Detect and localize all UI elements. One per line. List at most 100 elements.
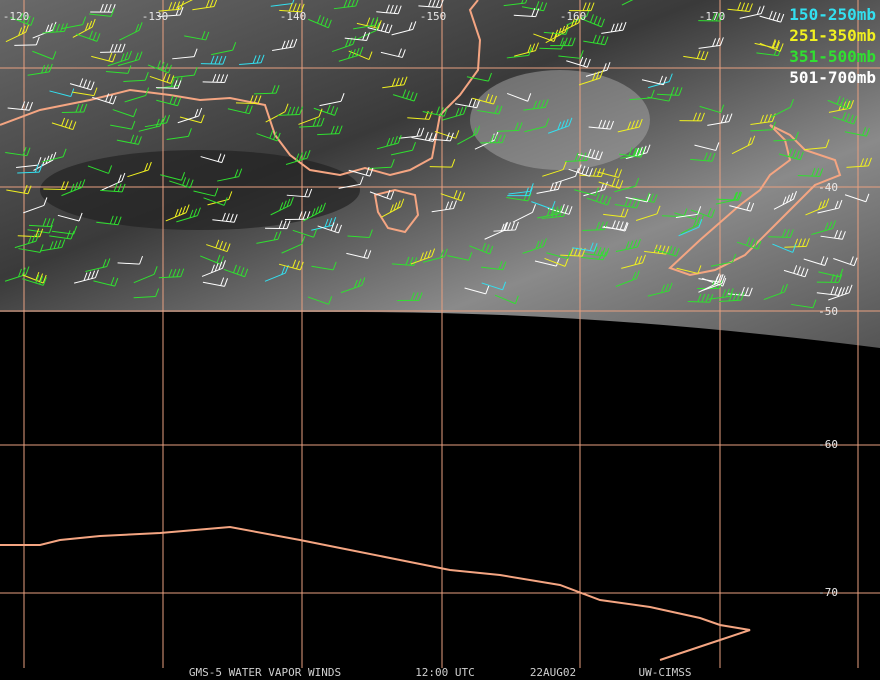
barb-feather bbox=[440, 249, 444, 258]
barb-feather bbox=[189, 209, 194, 219]
wind-barb bbox=[256, 231, 282, 244]
barb-feather bbox=[697, 293, 702, 302]
barb-shaft bbox=[18, 248, 41, 253]
wind-barb bbox=[635, 205, 661, 222]
barb-feather bbox=[226, 243, 231, 252]
barb-feather bbox=[39, 275, 44, 285]
barb-feather bbox=[514, 122, 519, 131]
barb-feather bbox=[615, 179, 620, 188]
barb-shaft bbox=[319, 100, 342, 107]
wind-barb bbox=[133, 266, 158, 284]
barb-feather bbox=[696, 50, 701, 59]
wind-barb bbox=[217, 168, 243, 182]
barb-feather bbox=[597, 247, 602, 256]
barb-feather bbox=[200, 114, 205, 123]
barb-feather bbox=[282, 220, 287, 229]
barb-shaft bbox=[429, 166, 452, 168]
barb-feather bbox=[792, 149, 797, 158]
barb-feather bbox=[634, 119, 639, 129]
barb-feather bbox=[173, 96, 178, 105]
barb-feather bbox=[489, 134, 494, 143]
barb-shaft bbox=[105, 70, 128, 74]
wind-barb bbox=[625, 144, 651, 160]
barb-shaft bbox=[22, 274, 44, 284]
barb-feather bbox=[591, 149, 596, 159]
barb-feather bbox=[56, 23, 61, 33]
wind-barb bbox=[353, 16, 379, 30]
barb-shaft bbox=[49, 90, 71, 98]
wind-barb bbox=[281, 235, 306, 254]
barb-feather bbox=[599, 194, 604, 203]
barb-feather bbox=[419, 252, 424, 261]
barb-feather bbox=[406, 90, 410, 99]
barb-feather bbox=[740, 286, 745, 296]
barb-feather bbox=[79, 103, 84, 113]
barb-feather bbox=[558, 205, 563, 214]
barb-shaft bbox=[694, 144, 716, 151]
wind-barb bbox=[778, 148, 804, 161]
barb-shaft bbox=[580, 18, 602, 28]
barb-feather bbox=[589, 168, 593, 177]
wind-barb bbox=[632, 192, 658, 203]
barb-feather bbox=[457, 191, 462, 200]
wind-barb bbox=[200, 55, 227, 65]
wind-barb bbox=[580, 14, 605, 28]
wind-barb bbox=[265, 103, 289, 123]
barb-feather bbox=[233, 214, 238, 223]
barb-feather bbox=[138, 22, 143, 31]
barb-feather bbox=[860, 158, 865, 167]
barb-feather bbox=[418, 292, 423, 301]
barb-feather bbox=[812, 299, 817, 308]
wind-barb bbox=[708, 288, 734, 300]
barb-feather bbox=[502, 281, 507, 290]
barb-feather bbox=[113, 183, 118, 192]
wind-barb bbox=[727, 2, 753, 13]
barb-feather bbox=[862, 127, 867, 136]
wind-barb bbox=[76, 30, 101, 42]
barb-feather bbox=[292, 0, 295, 4]
barb-feather bbox=[50, 218, 55, 227]
barb-feather bbox=[92, 31, 97, 41]
wind-barb bbox=[618, 147, 645, 158]
wind-barb bbox=[629, 89, 655, 101]
wind-barb bbox=[89, 8, 115, 17]
wind-barb bbox=[299, 117, 325, 128]
wind-barb bbox=[302, 202, 326, 222]
barb-feather bbox=[532, 100, 537, 110]
barb-feather bbox=[832, 220, 837, 229]
wind-barb bbox=[621, 254, 646, 269]
wind-barb bbox=[597, 168, 623, 178]
barb-feather bbox=[707, 208, 712, 217]
wind-barb bbox=[582, 221, 608, 232]
barb-feather bbox=[637, 238, 641, 248]
wind-barb bbox=[803, 256, 829, 266]
barb-feather bbox=[719, 37, 724, 46]
barb-feather bbox=[401, 49, 406, 58]
wind-barb bbox=[534, 257, 560, 267]
barb-feather bbox=[488, 72, 492, 82]
barb-feather bbox=[815, 168, 820, 177]
barb-feather bbox=[476, 125, 481, 135]
barb-shaft bbox=[827, 99, 849, 110]
barb-shaft bbox=[554, 175, 576, 184]
barb-feather bbox=[603, 195, 608, 204]
barb-feather bbox=[25, 101, 30, 111]
wind-barb bbox=[512, 204, 536, 223]
barb-feather bbox=[518, 122, 523, 131]
barb-feather bbox=[489, 94, 494, 104]
barb-feather bbox=[134, 135, 139, 144]
barb-feather bbox=[248, 105, 253, 114]
barb-feather bbox=[709, 294, 714, 303]
barb-feather bbox=[39, 273, 44, 282]
barb-feather bbox=[34, 164, 39, 173]
barb-shaft bbox=[506, 54, 529, 59]
barb-feather bbox=[52, 24, 57, 33]
barb-shaft bbox=[123, 79, 146, 83]
wind-barb bbox=[124, 87, 150, 103]
barb-feather bbox=[121, 43, 126, 53]
barb-feather bbox=[366, 17, 371, 26]
barb-feather bbox=[205, 0, 210, 8]
barb-feather bbox=[351, 0, 355, 7]
barb-feather bbox=[393, 202, 398, 211]
